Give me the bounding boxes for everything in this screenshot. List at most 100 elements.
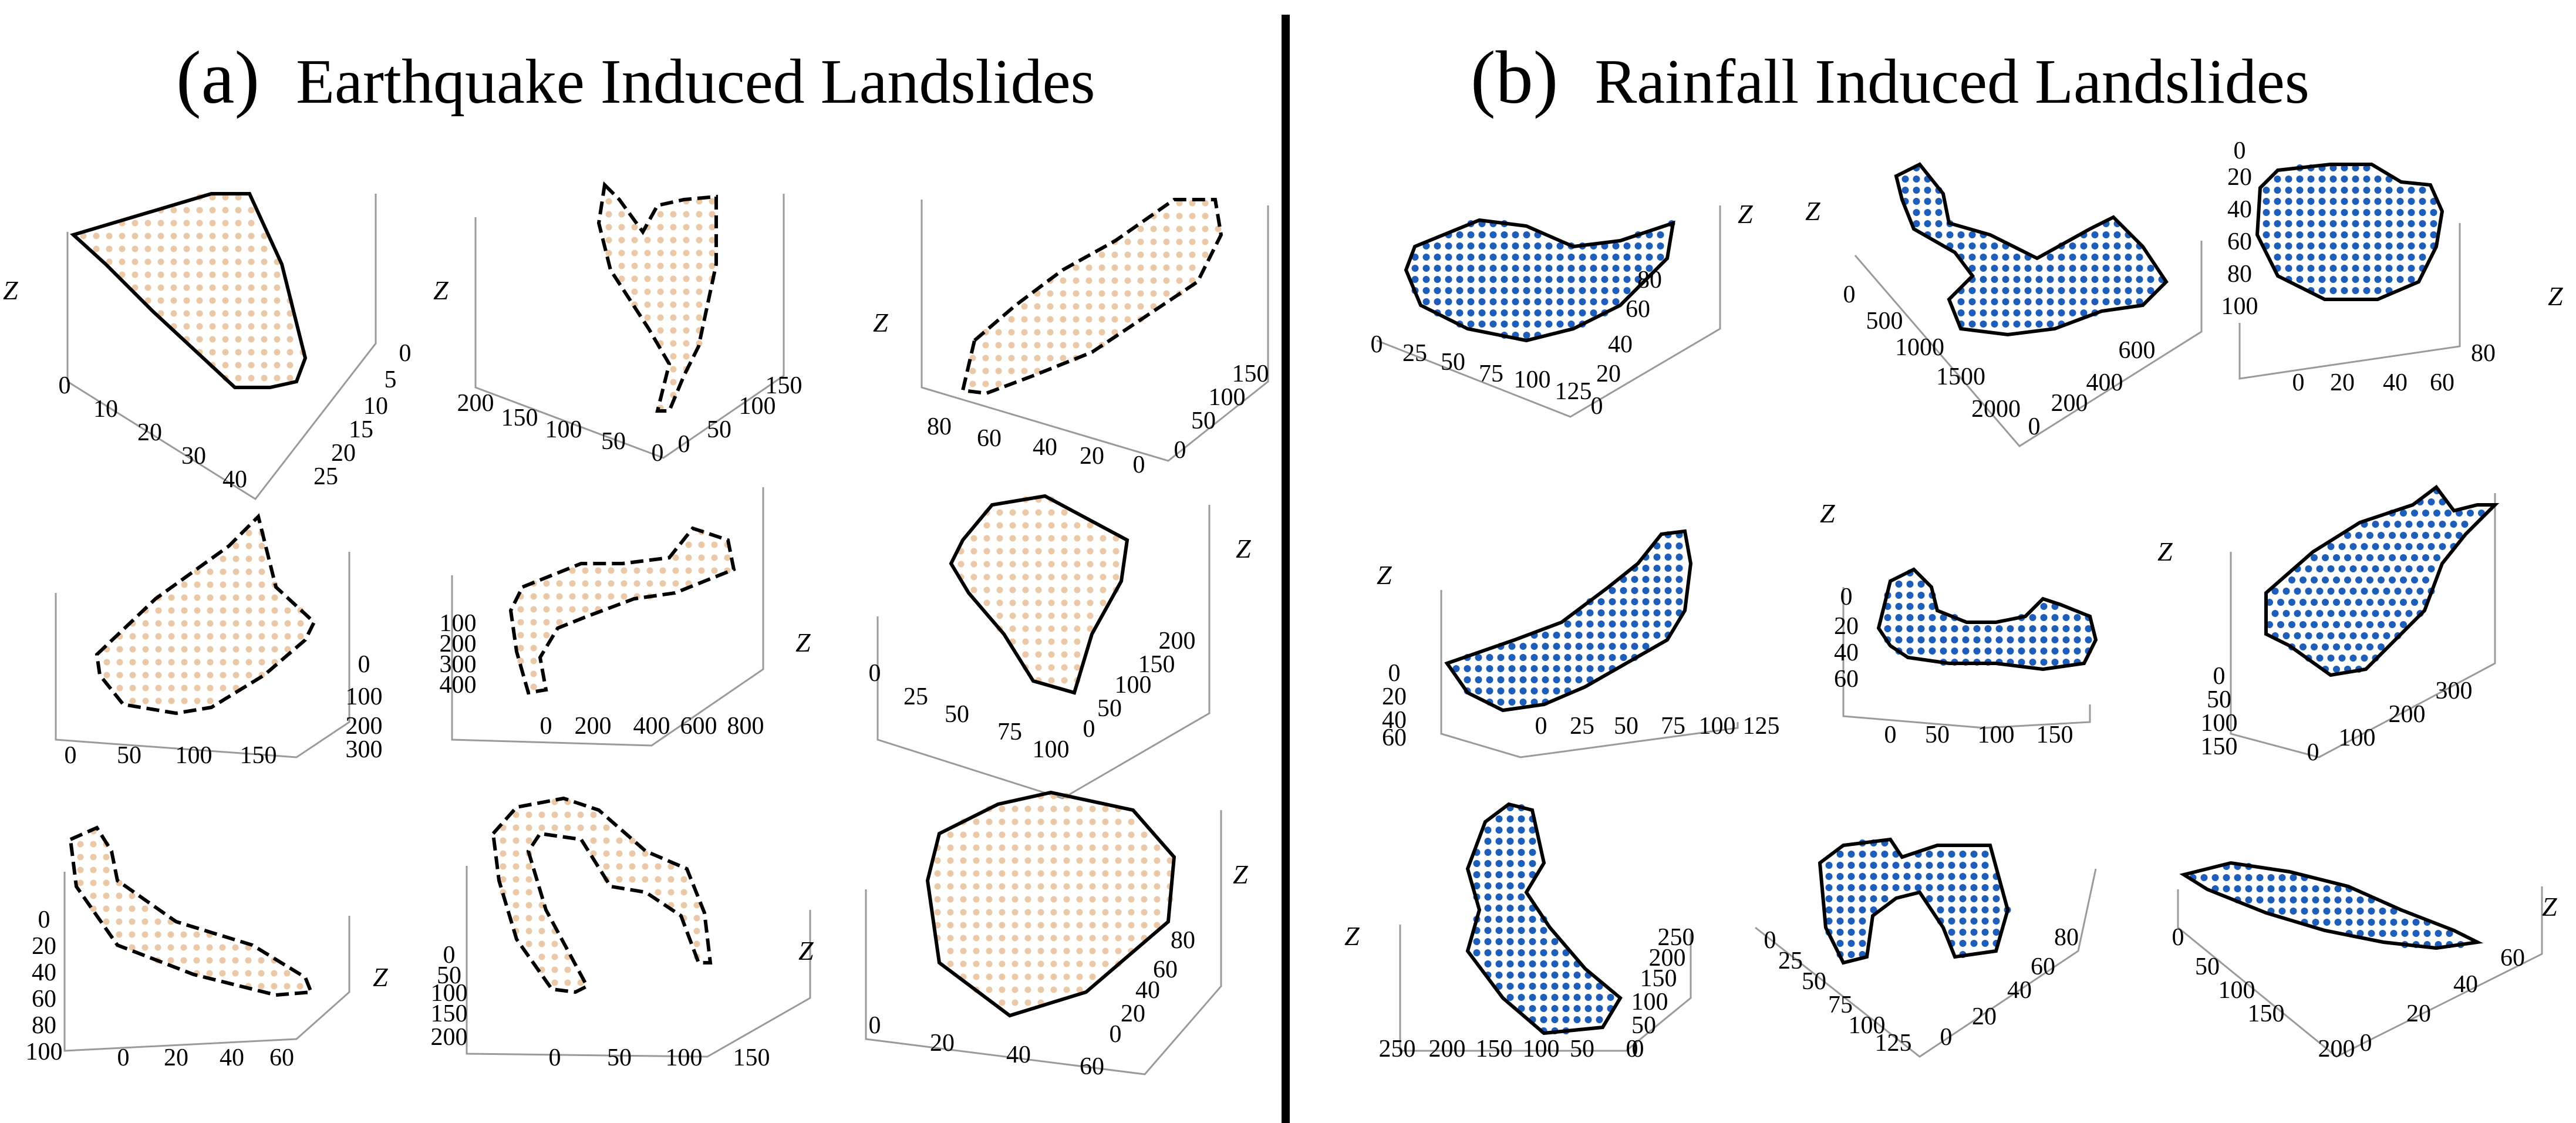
data-point <box>1519 676 1527 683</box>
x-tick-label: 60 <box>2430 369 2454 396</box>
data-point <box>1825 873 1833 880</box>
data-point <box>2278 874 2286 881</box>
data-point <box>1968 231 1976 238</box>
data-point <box>1959 895 1967 902</box>
data-point <box>271 594 278 601</box>
z-axis-label: Z <box>433 275 449 305</box>
data-point <box>530 683 537 690</box>
data-point <box>2385 242 2393 249</box>
data-point <box>2344 532 2351 539</box>
data-point <box>155 697 162 704</box>
data-point <box>1924 187 1931 194</box>
data-point <box>2274 242 2281 249</box>
data-point <box>1176 251 1183 258</box>
data-point <box>538 953 545 960</box>
data-point <box>1597 665 1605 672</box>
data-point <box>2046 321 2054 328</box>
data-point <box>1489 242 1497 249</box>
data-point <box>1467 321 1475 328</box>
data-point <box>1076 922 1083 929</box>
data-point <box>1620 609 1627 616</box>
data-point <box>2256 885 2264 892</box>
data-point <box>644 275 651 282</box>
data-point <box>2333 643 2340 650</box>
data-point <box>1115 857 1122 864</box>
data-point <box>103 918 110 925</box>
y-tick-label: 200 <box>431 1024 468 1051</box>
data-point <box>1620 632 1627 639</box>
data-point <box>525 940 532 947</box>
data-point <box>2378 576 2385 584</box>
data-point <box>1545 265 1553 272</box>
data-point <box>711 541 718 548</box>
data-point <box>2433 510 2440 517</box>
data-point <box>2285 231 2292 238</box>
x-tick-label: 2000 <box>1971 396 2021 423</box>
point-cloud <box>1452 531 1683 706</box>
point-cloud <box>1825 839 2011 958</box>
data-point <box>1892 884 1900 891</box>
data-point <box>1076 896 1083 903</box>
data-point <box>129 646 136 653</box>
data-point <box>207 659 214 666</box>
data-point <box>1489 276 1497 283</box>
data-point <box>170 271 177 278</box>
data-point <box>2396 242 2404 249</box>
panel-a-label: (a) <box>176 36 259 119</box>
data-point <box>2416 543 2424 550</box>
data-point <box>1664 587 1672 594</box>
data-point <box>1995 625 2003 632</box>
data-point <box>1609 587 1616 594</box>
data-point <box>1128 818 1135 825</box>
data-point <box>196 297 203 304</box>
data-point <box>1189 264 1196 271</box>
data-point <box>2318 187 2326 194</box>
data-point <box>1926 884 1933 891</box>
data-point <box>1642 598 1650 605</box>
data-point <box>1623 265 1631 272</box>
data-point <box>245 594 252 601</box>
data-point <box>2378 643 2385 650</box>
data-point <box>167 944 174 951</box>
data-point <box>1087 561 1094 568</box>
data-point <box>1980 309 1987 316</box>
y-tick-label: 150 <box>1640 965 1677 992</box>
data-point <box>2102 276 2110 283</box>
data-point <box>1917 648 1925 655</box>
data-point <box>1534 276 1542 283</box>
data-point <box>672 567 679 574</box>
data-point <box>1601 254 1609 261</box>
data-point <box>1913 198 1920 205</box>
data-point <box>1551 1005 1559 1012</box>
data-point <box>1111 316 1118 323</box>
data-point <box>2136 287 2143 294</box>
data-point <box>1495 849 1503 856</box>
data-point <box>1021 342 1028 349</box>
data-point <box>2263 198 2270 205</box>
data-point <box>957 561 965 568</box>
data-point <box>235 323 242 330</box>
landslide-outline <box>1465 802 1623 1036</box>
data-point <box>2013 265 2021 272</box>
data-point <box>2383 610 2390 617</box>
data-point <box>1501 298 1508 305</box>
data-point <box>1035 574 1042 581</box>
data-point <box>1176 213 1183 220</box>
data-point <box>1551 960 1559 967</box>
data-point <box>1024 883 1031 890</box>
data-point <box>2327 565 2335 572</box>
data-point <box>168 594 175 601</box>
data-point <box>618 275 625 282</box>
data-point <box>1011 960 1019 967</box>
data-point <box>1631 587 1638 594</box>
data-point <box>621 580 628 587</box>
y-tick-label: 60 <box>1153 956 1178 983</box>
data-point <box>2051 648 2059 655</box>
data-point <box>1968 321 1976 328</box>
y-tick-label: 40 <box>2227 196 2252 223</box>
x-tick-label: 100 <box>2218 977 2255 1004</box>
data-point <box>2316 610 2324 617</box>
data-point <box>551 824 558 831</box>
data-point <box>685 554 692 561</box>
data-point <box>1060 316 1067 323</box>
